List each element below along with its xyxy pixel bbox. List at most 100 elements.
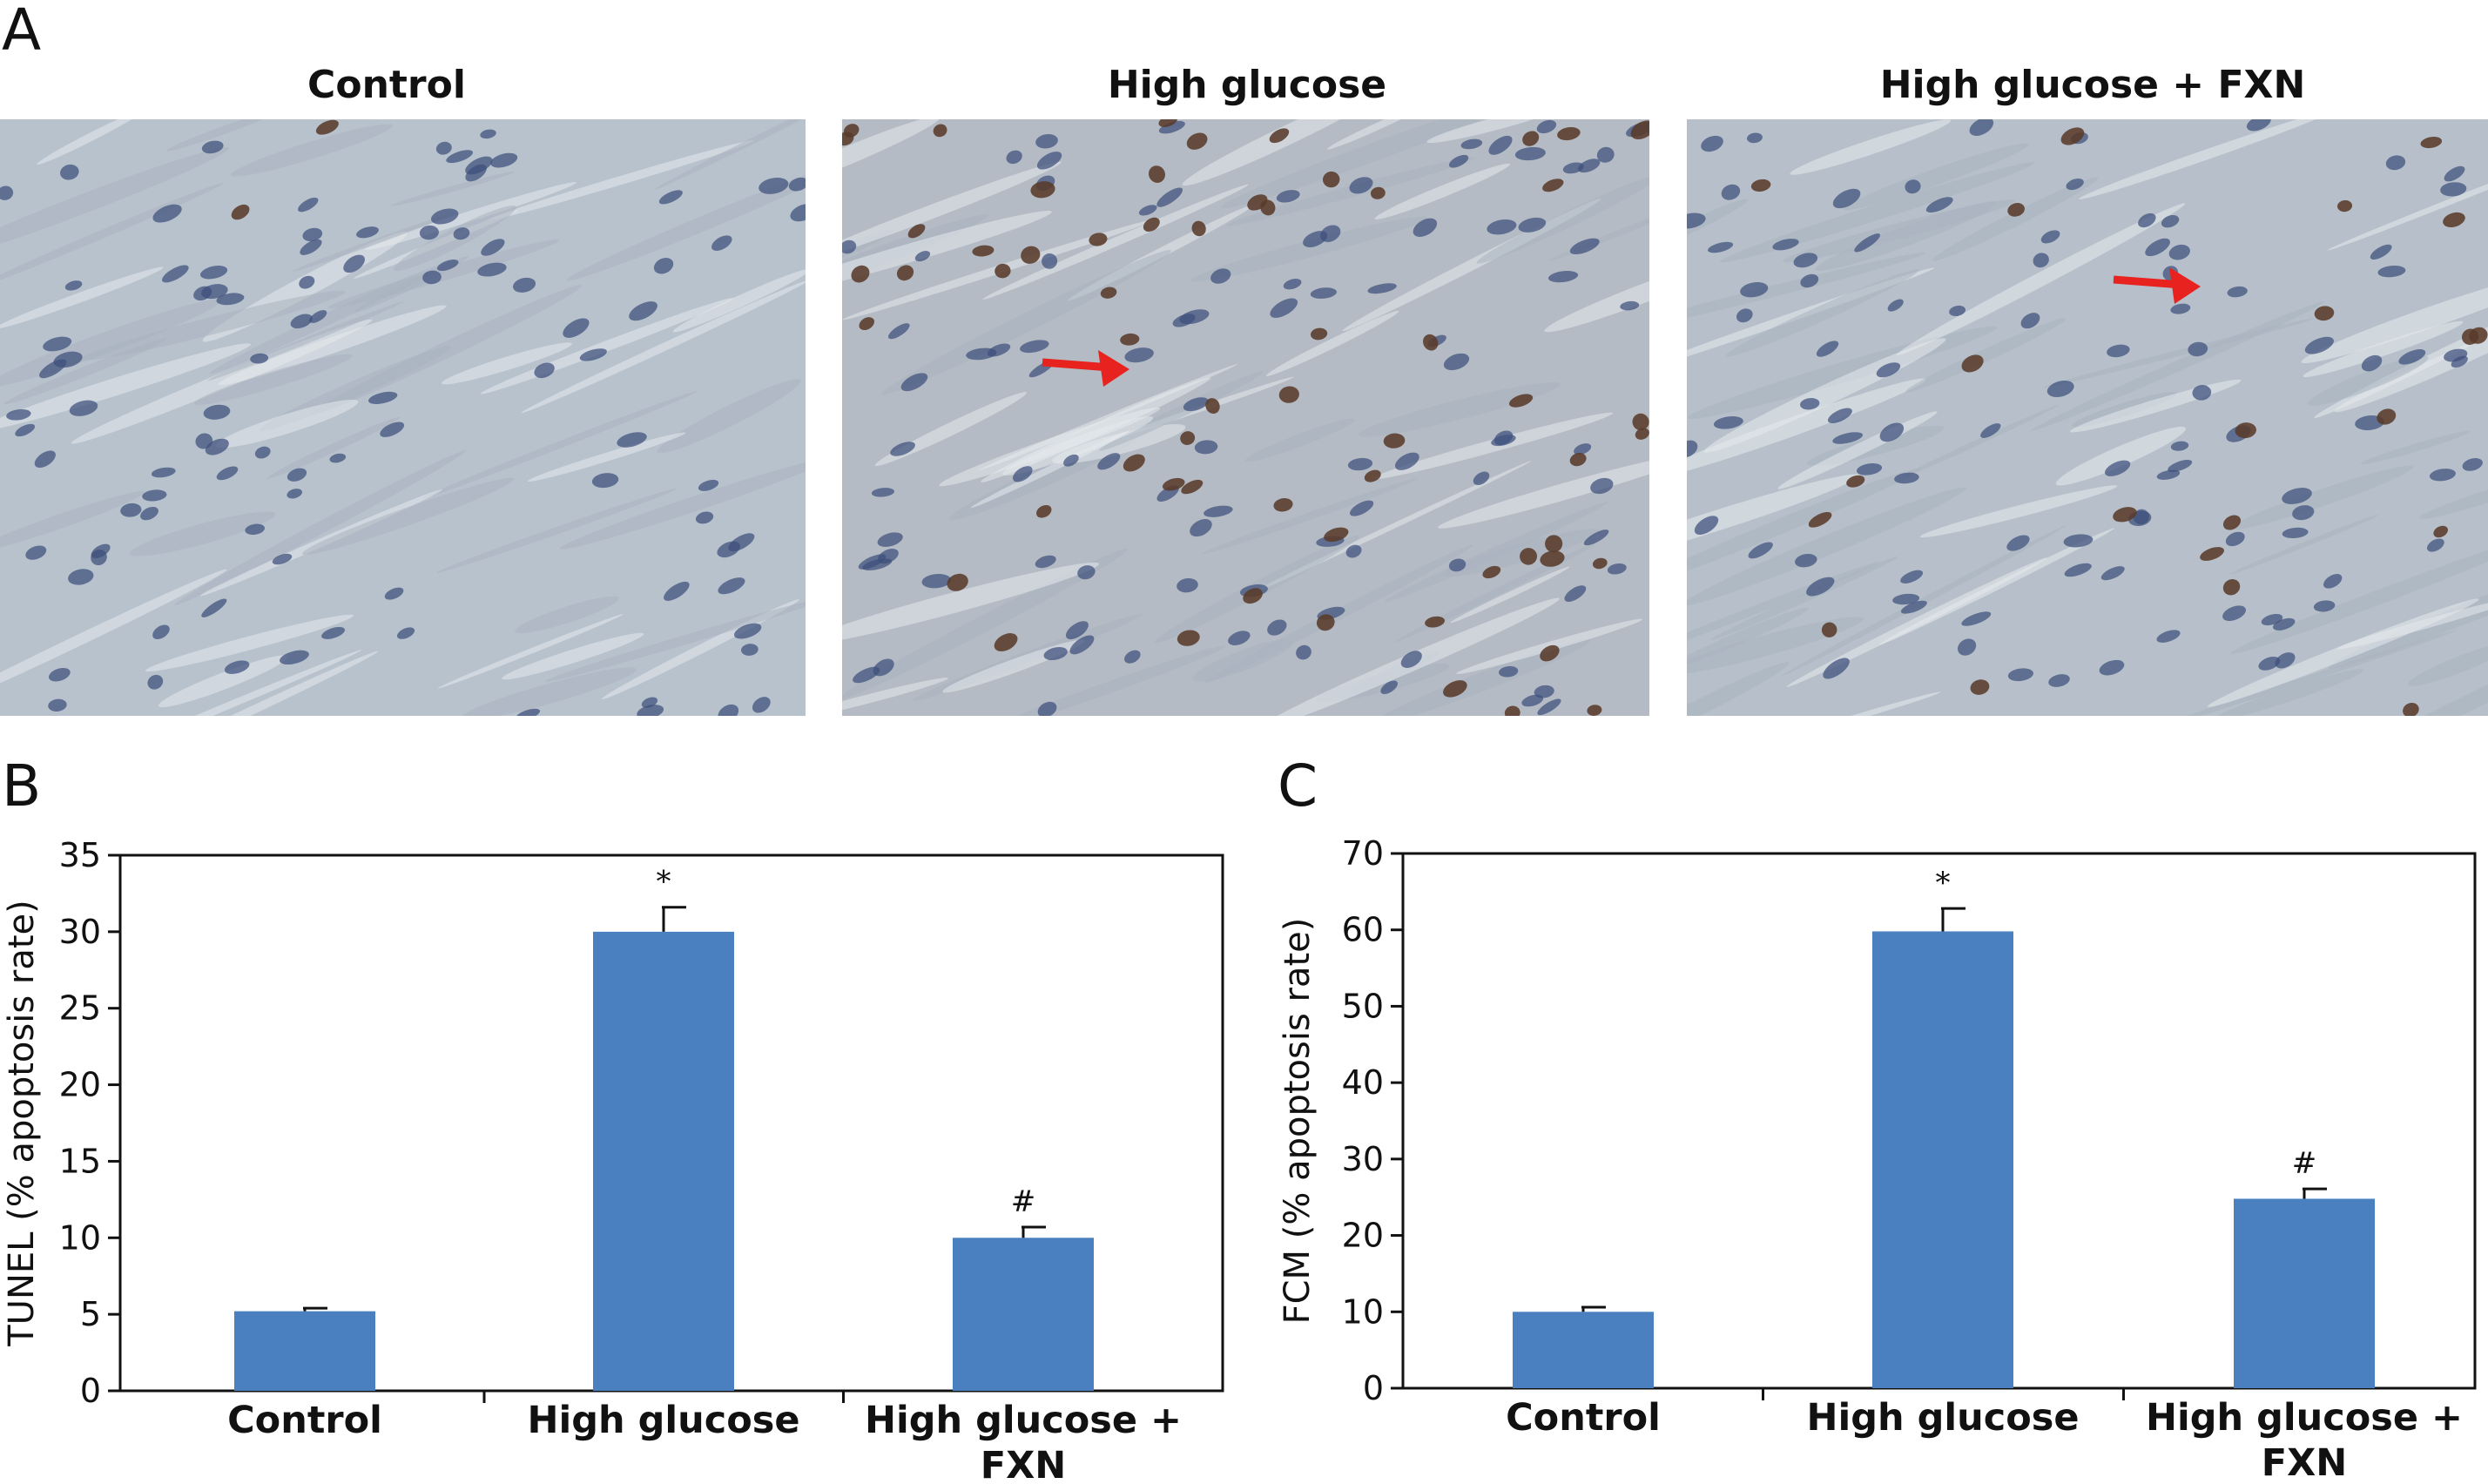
tissue-fibre	[515, 596, 619, 634]
tissue-fibre	[2229, 514, 2379, 575]
blue-nucleus	[1345, 544, 1362, 558]
blue-nucleus	[2033, 253, 2049, 268]
blue-nucleus	[1035, 555, 1056, 569]
blue-nucleus	[1816, 341, 1839, 357]
red-arrow-icon	[2113, 267, 2201, 304]
blue-nucleus	[1347, 457, 1373, 471]
blue-nucleus	[718, 577, 745, 595]
blue-nucleus	[6, 408, 31, 421]
tissue-fibre	[0, 266, 164, 329]
blue-nucleus	[900, 373, 928, 392]
blue-nucleus	[1065, 621, 1089, 640]
brown-nucleus	[1148, 165, 1165, 183]
brown-nucleus	[2461, 328, 2479, 345]
brown-nucleus	[1316, 614, 1335, 631]
blue-nucleus	[396, 627, 415, 639]
blue-nucleus	[216, 293, 245, 306]
blue-nucleus	[380, 422, 405, 437]
tissue-fibre	[1687, 487, 1966, 606]
blue-nucleus	[1380, 680, 1398, 694]
brown-nucleus	[859, 317, 874, 331]
blue-nucleus	[1228, 631, 1251, 645]
blue-nucleus	[199, 266, 228, 280]
blue-nucleus	[1607, 563, 1627, 575]
blue-nucleus	[1687, 440, 1698, 458]
brown-nucleus	[2222, 515, 2242, 530]
tissue-fibre	[215, 399, 359, 449]
blue-nucleus	[1707, 241, 1734, 253]
tissue-fibre	[218, 305, 447, 386]
brown-nucleus	[1443, 680, 1467, 698]
brown-nucleus	[1846, 475, 1865, 488]
blue-nucleus	[617, 432, 647, 448]
y-tick-label: 20	[1342, 1217, 1384, 1255]
tissue-fibre	[0, 299, 222, 388]
blue-nucleus	[203, 404, 231, 420]
blue-nucleus	[2304, 336, 2334, 354]
tissue-fibre	[421, 390, 698, 499]
blue-nucleus	[2361, 354, 2383, 372]
tissue-fibre	[1450, 566, 1570, 624]
panel-letter-a: A	[2, 0, 42, 64]
blue-nucleus	[759, 178, 789, 194]
blue-nucleus	[356, 226, 379, 239]
blue-nucleus	[2048, 674, 2070, 687]
tissue-fibre	[1687, 662, 1790, 716]
brown-nucleus	[1383, 433, 1406, 449]
tissue-fibre	[1843, 143, 2030, 211]
x-category-label: Control	[1506, 1396, 1661, 1440]
tissue-fibre	[1896, 203, 2186, 356]
brown-nucleus	[2420, 137, 2443, 149]
brown-nucleus	[1504, 705, 1520, 716]
blue-nucleus	[2282, 527, 2309, 539]
blue-nucleus	[59, 164, 79, 180]
blue-nucleus	[1518, 217, 1547, 233]
x-category-label: FXN	[2262, 1441, 2348, 1484]
tissue-fibre	[365, 182, 576, 251]
blue-nucleus	[637, 705, 664, 716]
blue-nucleus	[1077, 565, 1096, 580]
blue-nucleus	[422, 270, 442, 285]
brown-nucleus	[2403, 702, 2419, 716]
blue-nucleus	[367, 391, 398, 404]
tissue-fibre	[0, 146, 230, 260]
blue-nucleus	[1564, 585, 1587, 602]
blue-nucleus	[1303, 231, 1328, 247]
blue-nucleus	[195, 433, 213, 449]
blue-nucleus	[216, 466, 239, 481]
tissue-fibre	[435, 488, 678, 573]
tissue-fibre	[1687, 252, 1926, 334]
blue-nucleus	[245, 523, 266, 536]
blue-nucleus	[2462, 458, 2483, 471]
y-tick-label: 60	[1342, 911, 1384, 949]
tissue-fibre	[1192, 638, 1293, 682]
blue-nucleus	[534, 362, 555, 379]
blue-nucleus	[1879, 422, 1905, 442]
blue-nucleus	[69, 400, 98, 416]
tissue-fibre	[37, 119, 146, 165]
tissue-fibre	[1438, 453, 1649, 529]
blue-nucleus	[1536, 119, 1557, 134]
blue-nucleus	[419, 225, 439, 240]
blue-nucleus	[1310, 287, 1337, 300]
tissue-fibre	[881, 249, 1171, 395]
y-tick-label: 25	[59, 989, 101, 1028]
blue-nucleus	[162, 265, 189, 283]
tissue-fibre	[2360, 430, 2471, 465]
blue-nucleus	[1488, 135, 1513, 155]
blue-nucleus	[2192, 385, 2212, 401]
y-tick-label: 10	[1342, 1292, 1384, 1331]
blue-nucleus	[1443, 353, 1470, 371]
blue-nucleus	[436, 260, 459, 272]
brown-nucleus	[1587, 705, 1602, 716]
blue-nucleus	[641, 697, 658, 708]
blue-nucleus	[34, 450, 56, 469]
blue-nucleus	[1583, 530, 1609, 546]
tissue-fibre	[842, 678, 948, 716]
blue-nucleus	[300, 239, 322, 255]
tissue-fibre	[1476, 174, 1649, 264]
blue-nucleus	[858, 554, 887, 570]
brown-nucleus	[1545, 535, 1563, 553]
tissue-fibre	[1878, 528, 2114, 645]
